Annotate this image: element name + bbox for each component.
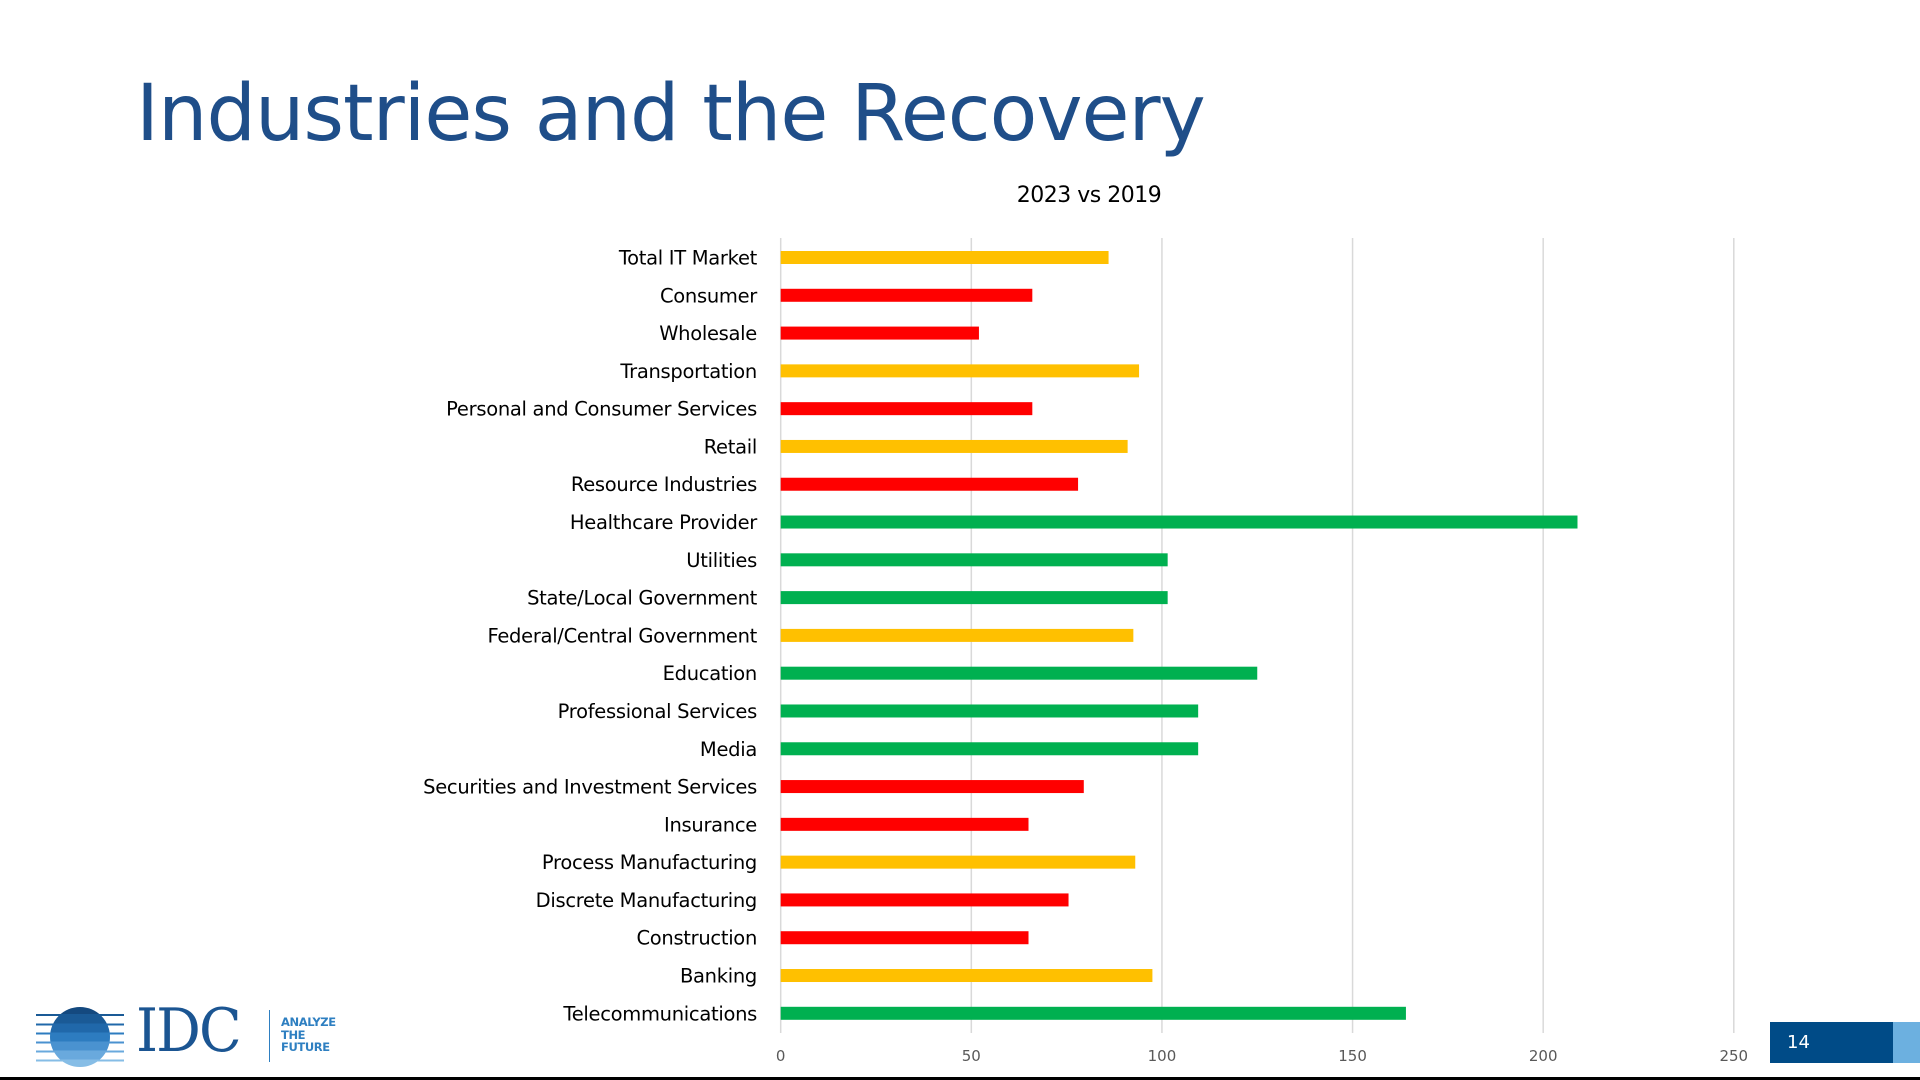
logo-divider bbox=[269, 1010, 270, 1062]
bar bbox=[780, 628, 1134, 642]
logo-tagline: ANALYZE THE FUTURE bbox=[281, 1016, 336, 1054]
bar bbox=[780, 553, 1168, 567]
tagline-line: THE bbox=[281, 1027, 306, 1042]
x-tick-label: 200 bbox=[1529, 1047, 1558, 1065]
bar bbox=[780, 515, 1578, 529]
chart-title: 2023 vs 2019 bbox=[1016, 183, 1162, 208]
category-label: Education bbox=[663, 662, 757, 685]
category-label: Construction bbox=[636, 927, 757, 950]
category-label: Consumer bbox=[660, 284, 758, 307]
x-tick-label: 250 bbox=[1719, 1047, 1748, 1065]
bar bbox=[780, 704, 1199, 718]
bar bbox=[780, 288, 1033, 302]
bar bbox=[780, 742, 1199, 756]
category-label: Telecommunications bbox=[562, 1002, 757, 1025]
x-tick-label: 50 bbox=[962, 1047, 981, 1065]
bar bbox=[780, 326, 979, 340]
bar bbox=[780, 893, 1069, 907]
bars bbox=[780, 251, 1578, 1020]
bar bbox=[780, 855, 1136, 869]
bar bbox=[780, 780, 1084, 794]
page-number-accent bbox=[1893, 1022, 1920, 1063]
category-label: Media bbox=[700, 738, 757, 761]
bar bbox=[780, 477, 1079, 491]
category-label: Retail bbox=[704, 435, 757, 458]
category-label: State/Local Government bbox=[527, 587, 758, 610]
category-labels: Total IT Market Consumer Wholesale Transpor… bbox=[423, 247, 758, 1026]
page-number: 14 bbox=[1770, 1022, 1893, 1063]
category-label: Securities and Investment Services bbox=[423, 776, 757, 799]
category-label: Personal and Consumer Services bbox=[446, 398, 757, 421]
slide-title: Industries and the Recovery bbox=[136, 69, 1206, 159]
category-label: Discrete Manufacturing bbox=[536, 889, 757, 912]
category-label: Healthcare Provider bbox=[570, 511, 758, 534]
bar bbox=[780, 817, 1029, 831]
category-label: Utilities bbox=[686, 549, 757, 572]
category-label: Professional Services bbox=[558, 700, 757, 723]
globe-icon bbox=[36, 1007, 124, 1067]
tagline-line: FUTURE bbox=[281, 1040, 330, 1054]
bar bbox=[780, 1006, 1406, 1020]
bar bbox=[780, 402, 1033, 416]
x-tick-label: 100 bbox=[1148, 1047, 1177, 1065]
bar bbox=[780, 439, 1128, 453]
category-label: Total IT Market bbox=[618, 247, 758, 270]
x-axis-tick-labels: 0 50 100 150 200 250 bbox=[776, 1047, 1748, 1065]
category-label: Process Manufacturing bbox=[542, 851, 757, 874]
category-label: Resource Industries bbox=[571, 473, 757, 496]
bar bbox=[780, 931, 1029, 945]
bar bbox=[780, 666, 1258, 680]
tagline-line: ANALYZE bbox=[281, 1015, 336, 1029]
bottom-rule bbox=[0, 1077, 1920, 1080]
x-tick-label: 150 bbox=[1338, 1047, 1367, 1065]
bar bbox=[780, 251, 1109, 264]
idc-logo bbox=[30, 1000, 350, 1070]
category-label: Insurance bbox=[664, 813, 757, 836]
category-label: Transportation bbox=[619, 360, 757, 383]
bar bbox=[780, 969, 1153, 983]
category-label: Federal/Central Government bbox=[488, 624, 758, 647]
category-label: Wholesale bbox=[659, 322, 757, 345]
category-label: Banking bbox=[680, 965, 757, 988]
bar bbox=[780, 591, 1168, 605]
x-tick-label: 0 bbox=[776, 1047, 786, 1065]
bar bbox=[780, 364, 1140, 378]
idc-wordmark: IDC bbox=[136, 996, 242, 1066]
